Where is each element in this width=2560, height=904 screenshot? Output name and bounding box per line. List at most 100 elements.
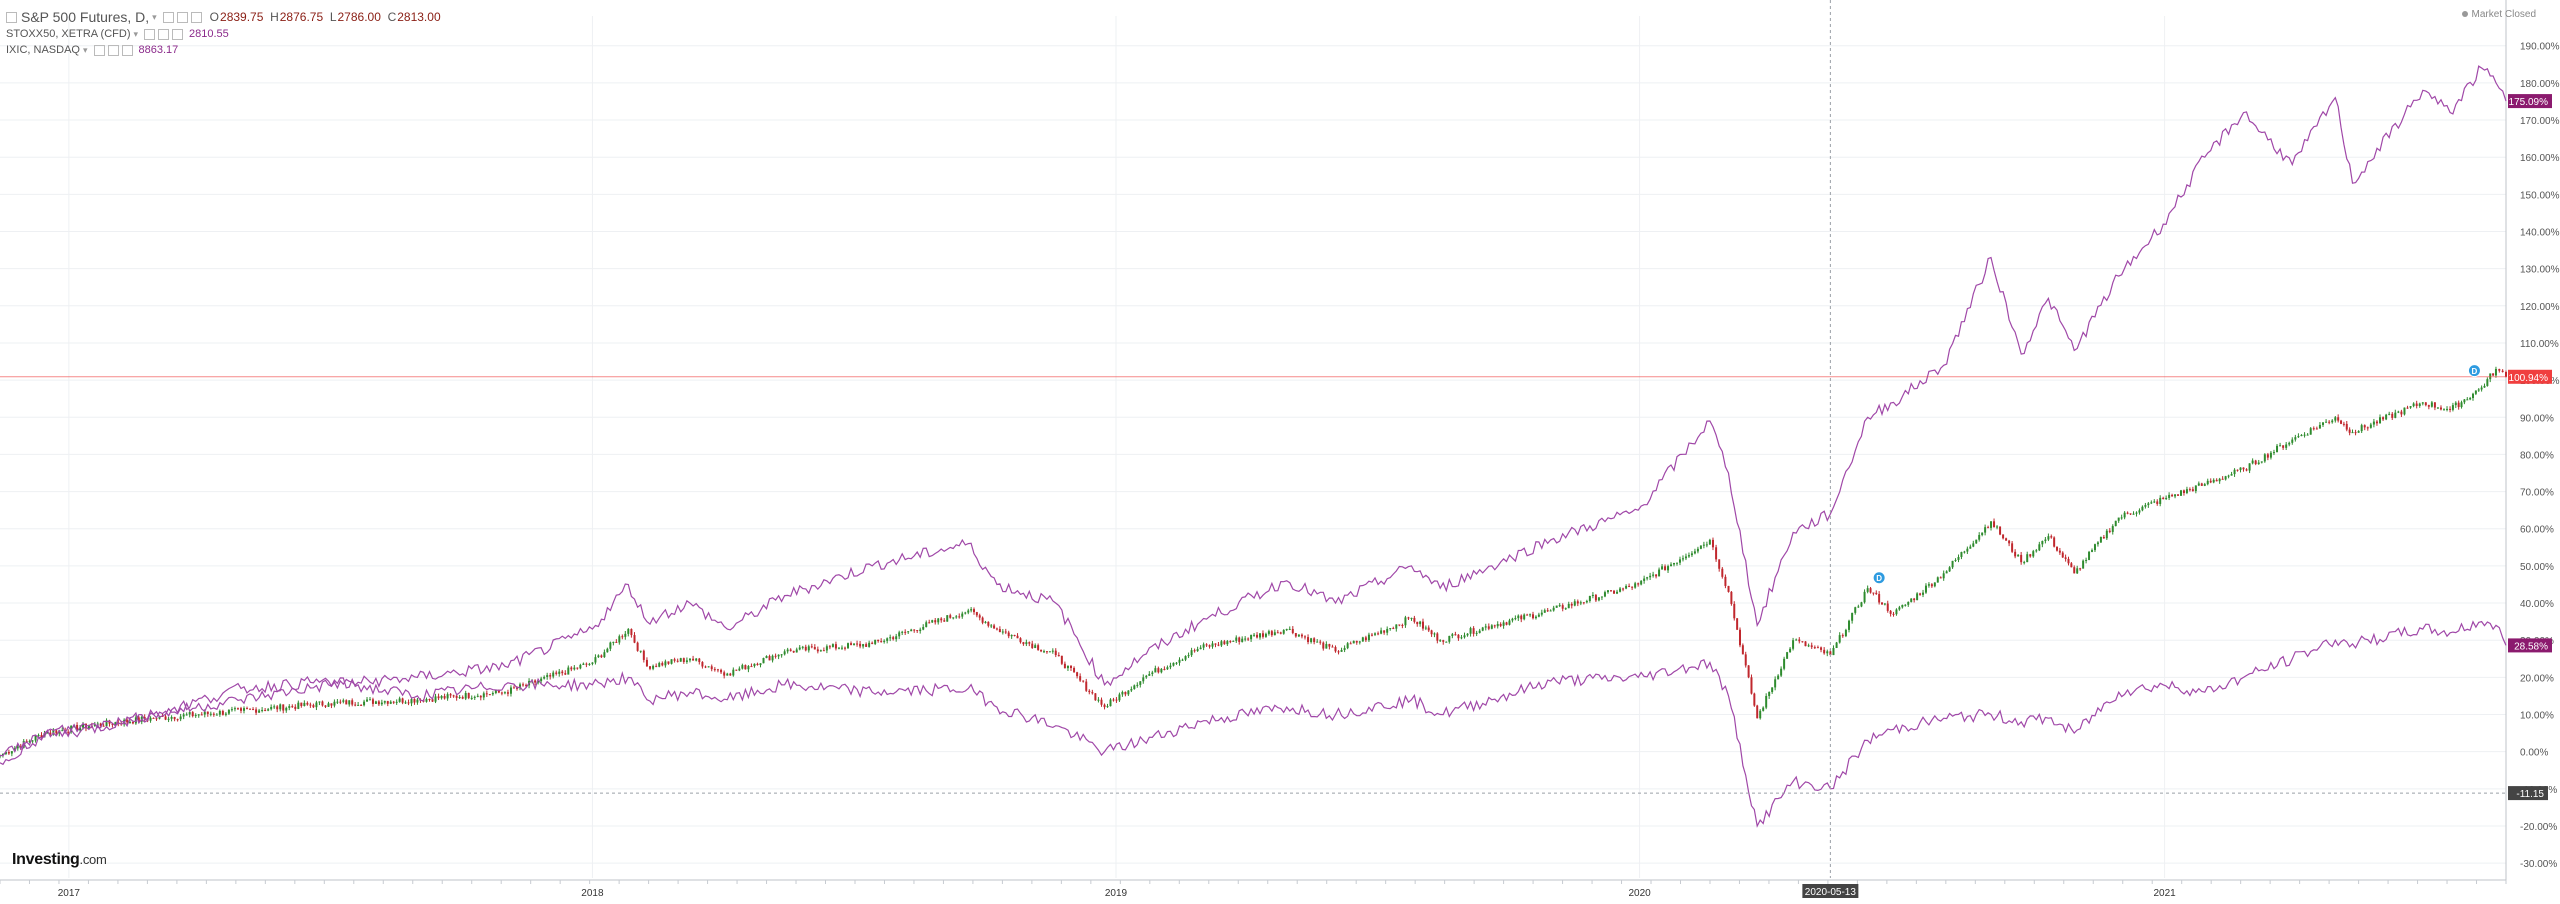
candle: [2474, 390, 2477, 396]
candle: [1622, 587, 1625, 592]
candle: [819, 649, 822, 652]
candle-body: [455, 695, 458, 698]
candle: [1463, 632, 1466, 639]
candle-body: [464, 693, 467, 699]
candle: [1316, 639, 1319, 643]
candle-body: [1202, 644, 1205, 648]
candle: [1493, 624, 1496, 629]
candle-body: [2159, 497, 2162, 504]
candle-body: [1637, 583, 1640, 585]
collapse-icon[interactable]: [6, 11, 17, 23]
dropdown-arrow-icon[interactable]: ▾: [133, 29, 139, 39]
candle: [570, 666, 573, 672]
candle: [777, 654, 780, 660]
candle-body: [2269, 452, 2272, 458]
dividend-flag-icon[interactable]: D: [1872, 571, 1886, 585]
candle: [1334, 645, 1337, 653]
candle: [1261, 630, 1264, 639]
candle-body: [1786, 652, 1789, 659]
candle-body: [2318, 424, 2321, 429]
candle: [2282, 445, 2285, 450]
candle-body: [552, 672, 555, 677]
candle-body: [967, 610, 970, 613]
candle-body: [2156, 501, 2159, 504]
candle: [1010, 634, 1013, 639]
y-tick-label: 130.00%: [2520, 265, 2560, 276]
dividend-flag-icon[interactable]: D: [2467, 364, 2481, 378]
candle: [964, 611, 967, 615]
candle-body: [1088, 690, 1091, 693]
candle: [2394, 409, 2397, 419]
candle: [1193, 648, 1196, 653]
compare-symbol-label[interactable]: IXIC, NASDAQ: [6, 44, 80, 56]
dropdown-arrow-icon[interactable]: ▾: [82, 45, 88, 55]
candle-body: [1066, 665, 1069, 669]
settings-icon[interactable]: [158, 28, 170, 40]
candle: [2017, 553, 2020, 557]
candle: [1901, 604, 1904, 609]
eye-icon[interactable]: [93, 44, 105, 56]
candle-body: [946, 615, 949, 622]
candle-body: [218, 710, 221, 715]
y-tick-label: 60.00%: [2520, 525, 2554, 536]
candle: [919, 627, 922, 634]
candle-body: [315, 702, 318, 708]
legend-compare-series-1[interactable]: STOXX50, XETRA (CFD) ▾ 2810.55: [6, 26, 441, 42]
close-icon[interactable]: [190, 11, 202, 23]
candle: [2038, 541, 2041, 552]
candle: [182, 712, 185, 720]
close-icon[interactable]: [172, 28, 184, 40]
candle-body: [2474, 390, 2477, 394]
candle-body: [1954, 559, 1957, 561]
candle-body: [2322, 422, 2325, 425]
candle: [984, 620, 987, 624]
candle-body: [215, 714, 218, 716]
candle-body: [2449, 408, 2452, 410]
candle: [2480, 385, 2483, 392]
candle-body: [374, 701, 377, 704]
legend-compare-series-2[interactable]: IXIC, NASDAQ ▾ 8863.17: [6, 42, 441, 58]
candle-body: [2334, 417, 2337, 421]
settings-icon[interactable]: [107, 44, 119, 56]
dropdown-arrow-icon[interactable]: ▾: [152, 12, 157, 22]
compare-symbol-label[interactable]: STOXX50, XETRA (CFD): [6, 28, 131, 40]
candle-body: [2171, 494, 2174, 497]
candle: [1291, 626, 1294, 635]
candle-body: [1205, 644, 1208, 646]
candle-body: [503, 692, 506, 694]
eye-icon[interactable]: [144, 28, 156, 40]
candle-body: [2179, 490, 2182, 496]
legend-main-series[interactable]: S&P 500 Futures, D, ▾ O2839.75 H2876.75 …: [6, 8, 441, 26]
candle: [1196, 646, 1199, 652]
main-symbol-label[interactable]: S&P 500 Futures, D,: [21, 9, 150, 25]
candle: [1282, 629, 1285, 635]
candle-body: [1540, 612, 1543, 615]
candle-body: [1889, 610, 1892, 614]
candle: [1582, 602, 1585, 605]
candle: [315, 700, 318, 711]
candle-body: [1442, 640, 1445, 642]
candle: [813, 644, 816, 650]
x-tick-label: 2020: [1628, 888, 1651, 899]
candle: [1073, 666, 1076, 673]
candle: [2129, 513, 2132, 516]
settings-icon[interactable]: [176, 11, 188, 23]
candle: [2463, 398, 2466, 405]
candle-body: [2073, 567, 2076, 574]
eye-icon[interactable]: [162, 11, 174, 23]
candle-body: [1957, 556, 1960, 560]
candle: [1383, 630, 1386, 635]
candle: [1640, 580, 1643, 586]
candle: [1285, 628, 1288, 632]
candle: [357, 701, 360, 706]
candle-body: [1124, 691, 1127, 695]
candle: [1343, 645, 1346, 653]
candle-body: [2129, 513, 2132, 515]
candle: [783, 649, 786, 656]
close-icon[interactable]: [121, 44, 133, 56]
candle: [1848, 619, 1851, 633]
candle: [1433, 632, 1436, 638]
candle: [2185, 486, 2188, 495]
candle: [2451, 402, 2454, 412]
